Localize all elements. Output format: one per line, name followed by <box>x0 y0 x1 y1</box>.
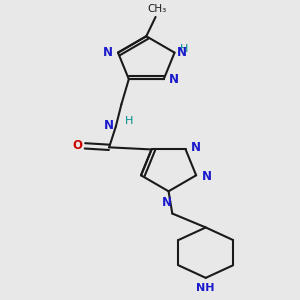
Text: H: H <box>125 116 134 126</box>
Text: N: N <box>104 118 114 132</box>
Text: NH: NH <box>196 283 215 293</box>
Text: N: N <box>102 46 112 59</box>
Text: N: N <box>162 196 172 209</box>
Text: N: N <box>191 141 201 154</box>
Text: CH₃: CH₃ <box>148 4 167 14</box>
Text: N: N <box>169 73 179 85</box>
Text: N: N <box>202 170 212 183</box>
Text: O: O <box>72 140 82 152</box>
Text: N: N <box>176 46 186 59</box>
Text: H: H <box>180 44 188 54</box>
